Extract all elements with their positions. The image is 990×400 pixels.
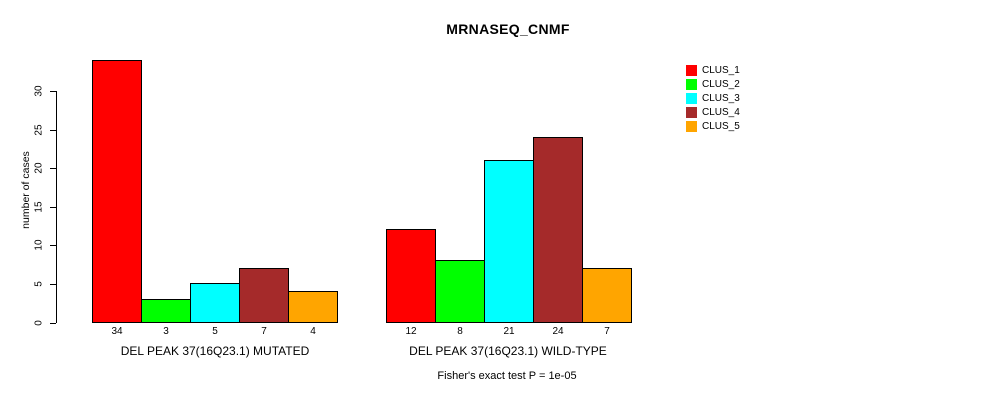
legend-item: CLUS_3	[686, 92, 740, 106]
y-axis-tick-label-text: 5	[33, 281, 45, 287]
legend-item-label: CLUS_2	[702, 79, 740, 91]
y-axis-tick-label-text: 0	[33, 320, 45, 326]
bar-value-label: 24	[552, 326, 564, 337]
chart-title: MRNASEQ_CNMF	[446, 21, 570, 37]
bar-group2-clus_1	[386, 229, 436, 323]
legend-swatch-clus_2	[686, 79, 697, 91]
group-label-mutated: DEL PEAK 37(16Q23.1) MUTATED	[120, 344, 310, 358]
y-axis-tick	[50, 323, 56, 324]
y-axis-tick-label-text: 30	[33, 85, 45, 97]
y-axis-tick	[50, 91, 56, 92]
y-axis-tick-label-text: 10	[33, 239, 45, 251]
y-axis-tick	[50, 168, 56, 169]
bar-value-label: 7	[261, 326, 267, 337]
legend-item: CLUS_1	[686, 64, 740, 78]
bar-value-label: 8	[457, 326, 463, 337]
bar-group1-clus_3	[190, 283, 240, 323]
bar-group2-clus_5	[582, 268, 632, 323]
legend-swatch-clus_3	[686, 92, 697, 104]
bar-group1-clus_5	[288, 291, 338, 323]
legend: CLUS_1 CLUS_2 CLUS_3 CLUS_4 CLUS_5	[686, 64, 740, 133]
bar-group2-clus_4	[533, 137, 583, 323]
legend-swatch-clus_4	[686, 106, 697, 118]
legend-item: CLUS_5	[686, 119, 740, 133]
y-axis-tick	[50, 207, 56, 208]
bar-value-label: 34	[111, 326, 123, 337]
bar-group1-clus_4	[239, 268, 289, 323]
bar-value-label: 12	[405, 326, 417, 337]
legend-item-label: CLUS_5	[702, 120, 740, 132]
bar-value-label: 3	[163, 326, 169, 337]
bar-group2-clus_2	[435, 260, 485, 323]
fisher-test-annotation: Fisher's exact test P = 1e-05	[437, 370, 577, 382]
y-axis-tick	[50, 130, 56, 131]
y-axis-tick-label-text: 20	[33, 162, 45, 174]
group-label-wild-type: DEL PEAK 37(16Q23.1) WILD-TYPE	[409, 344, 607, 358]
bar-group1-clus_2	[141, 299, 191, 323]
y-axis-tick-label-text: 25	[33, 124, 45, 136]
bar-value-label: 7	[604, 326, 610, 337]
y-axis-tick	[50, 245, 56, 246]
y-axis-title-text: number of cases	[20, 151, 32, 229]
bar-group1-clus_1	[92, 60, 142, 323]
bar-value-label: 4	[310, 326, 316, 337]
bar-value-label: 21	[503, 326, 515, 337]
legend-item-label: CLUS_4	[702, 106, 740, 118]
y-axis-line	[56, 91, 57, 323]
y-axis-tick	[50, 284, 56, 285]
legend-item: CLUS_4	[686, 105, 740, 119]
legend-item-label: CLUS_3	[702, 92, 740, 104]
legend-item-label: CLUS_1	[702, 65, 740, 77]
legend-swatch-clus_5	[686, 120, 697, 132]
bar-value-label: 5	[212, 326, 218, 337]
y-axis-tick-label-text: 15	[33, 201, 45, 213]
bar-group2-clus_3	[484, 160, 534, 323]
legend-item: CLUS_2	[686, 78, 740, 92]
legend-swatch-clus_1	[686, 65, 697, 77]
